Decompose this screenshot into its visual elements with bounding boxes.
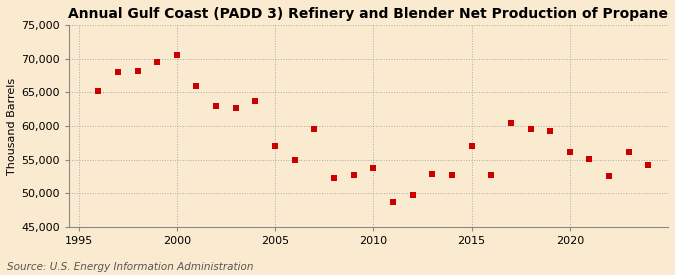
Point	[545, 128, 556, 133]
Point	[290, 158, 300, 163]
Point	[407, 193, 418, 197]
Title: Annual Gulf Coast (PADD 3) Refinery and Blender Net Production of Propane: Annual Gulf Coast (PADD 3) Refinery and …	[68, 7, 668, 21]
Y-axis label: Thousand Barrels: Thousand Barrels	[7, 77, 17, 175]
Point	[486, 173, 497, 177]
Point	[525, 127, 536, 131]
Point	[132, 68, 143, 73]
Point	[564, 149, 575, 154]
Point	[211, 104, 221, 108]
Point	[584, 157, 595, 161]
Point	[309, 127, 320, 131]
Point	[113, 70, 124, 74]
Point	[368, 166, 379, 170]
Point	[427, 172, 437, 177]
Point	[506, 120, 516, 125]
Point	[603, 174, 614, 178]
Point	[329, 176, 340, 180]
Point	[250, 99, 261, 103]
Point	[191, 83, 202, 88]
Point	[643, 163, 654, 167]
Point	[623, 149, 634, 154]
Point	[270, 144, 281, 148]
Text: Source: U.S. Energy Information Administration: Source: U.S. Energy Information Administ…	[7, 262, 253, 272]
Point	[447, 173, 458, 177]
Point	[230, 106, 241, 110]
Point	[152, 60, 163, 64]
Point	[93, 89, 104, 93]
Point	[466, 144, 477, 148]
Point	[171, 53, 182, 57]
Point	[387, 200, 398, 204]
Point	[348, 173, 359, 177]
